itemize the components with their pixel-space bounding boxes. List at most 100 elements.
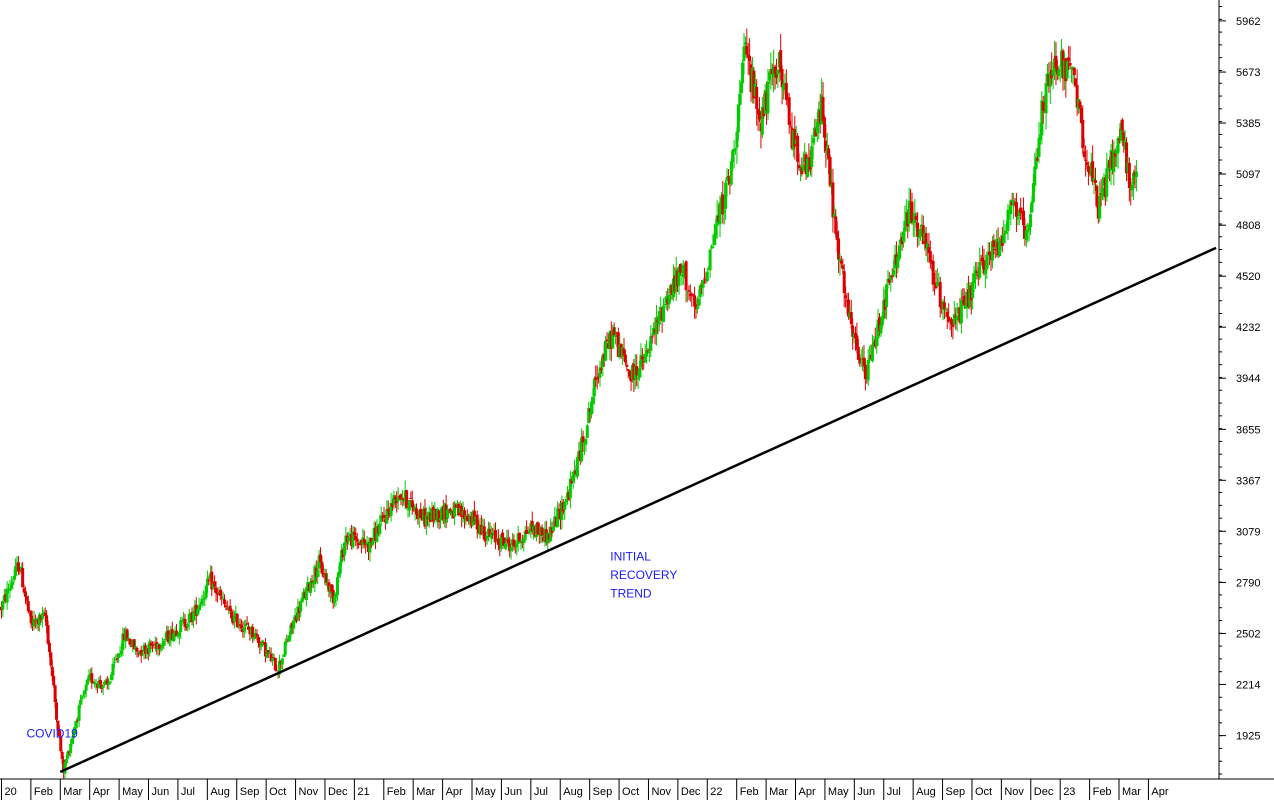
candle-body: [247, 626, 251, 630]
candle-body: [835, 231, 839, 241]
candle-body: [902, 232, 906, 242]
candle-body: [748, 55, 752, 61]
candle-body: [563, 502, 567, 510]
candle-body: [382, 514, 386, 519]
y-tick-label: 5673: [1236, 67, 1260, 79]
candle-body: [1006, 209, 1010, 232]
annotations-layer: COVID19 INITIAL RECOVERY TREND: [26, 549, 677, 740]
candle-body: [355, 538, 359, 542]
candle-body: [623, 354, 627, 363]
candle-body: [584, 439, 588, 445]
candle-body: [378, 523, 382, 534]
candle-body: [745, 45, 749, 55]
y-tick-label: 1925: [1236, 731, 1260, 743]
candle-body: [924, 233, 928, 249]
candle-body: [612, 327, 616, 336]
candle-body: [160, 644, 164, 648]
candle-body: [839, 260, 843, 264]
candle-body: [640, 356, 644, 360]
candle-body: [1029, 214, 1033, 228]
candle-body: [333, 596, 337, 603]
candle-body: [135, 648, 139, 652]
candle-body: [1125, 142, 1129, 174]
candle-body: [81, 695, 85, 697]
candle-body: [49, 652, 53, 666]
candle-body: [111, 663, 115, 676]
candle-body: [342, 542, 346, 556]
candle-body: [1048, 71, 1052, 87]
candle-body: [210, 571, 214, 590]
candle-body: [735, 131, 739, 148]
x-tick-label: Feb: [1093, 786, 1112, 798]
x-tick-label: Feb: [34, 786, 53, 798]
candle-body: [983, 270, 987, 274]
candle-body: [875, 337, 879, 347]
candle-body: [741, 62, 745, 84]
candle-body: [1057, 69, 1061, 77]
candle-body: [1130, 184, 1134, 191]
candle-body: [292, 620, 296, 629]
candle-body: [959, 300, 963, 324]
candle-body: [80, 696, 84, 700]
candle-body: [981, 257, 985, 262]
candle-body: [362, 539, 366, 543]
candle-body: [115, 658, 119, 660]
candle-body: [215, 592, 219, 595]
candle-body: [525, 529, 529, 534]
candle-body: [1068, 62, 1072, 66]
candle-body: [242, 627, 246, 631]
candle-body: [992, 240, 996, 248]
candle-body: [244, 623, 248, 627]
candle-body: [518, 532, 522, 542]
candle-body: [129, 645, 133, 647]
candle-body: [29, 610, 33, 624]
candle-body: [191, 612, 195, 621]
candle-body: [681, 264, 685, 278]
candle-body: [838, 258, 842, 262]
candle-body: [780, 68, 784, 88]
candle-body: [199, 604, 203, 606]
x-tick-label: 20: [4, 786, 16, 798]
candle-body: [148, 641, 152, 653]
candle-body: [1095, 185, 1099, 207]
candle-body: [300, 597, 304, 603]
candle-body: [1122, 132, 1126, 147]
candle-body: [556, 508, 560, 528]
candle-body: [125, 629, 129, 641]
candle-body: [712, 235, 716, 246]
candle-body: [988, 251, 992, 256]
candle-body: [662, 305, 666, 322]
candle-body: [626, 369, 630, 371]
candle-body: [1075, 85, 1079, 108]
candle-body: [407, 500, 411, 511]
candle-body: [179, 620, 183, 632]
candle-body: [622, 348, 626, 355]
candle-body: [424, 515, 428, 526]
candle-body: [849, 312, 853, 324]
candle-body: [252, 637, 256, 640]
candle-body: [520, 541, 524, 543]
candle-body: [177, 632, 181, 637]
candle-body: [625, 364, 629, 367]
candle-body: [1065, 61, 1069, 79]
candle-body: [1041, 101, 1045, 111]
candle-body: [714, 224, 718, 238]
x-tick-label: Oct: [975, 786, 992, 798]
candle-body: [952, 314, 956, 325]
candle-body: [927, 247, 931, 254]
candle-body: [917, 236, 921, 238]
candle-body: [760, 106, 764, 135]
candle-body: [515, 543, 519, 547]
candle-body: [684, 261, 688, 291]
candle-body: [878, 317, 882, 332]
candle-body: [766, 81, 770, 114]
candle-body: [614, 334, 618, 337]
candle-body: [710, 246, 714, 248]
candle-body: [1026, 230, 1030, 233]
candle-body: [337, 572, 341, 577]
candle-body: [351, 531, 355, 548]
candle-body: [141, 653, 145, 655]
candle-body: [45, 615, 49, 626]
candle-body: [650, 336, 654, 338]
